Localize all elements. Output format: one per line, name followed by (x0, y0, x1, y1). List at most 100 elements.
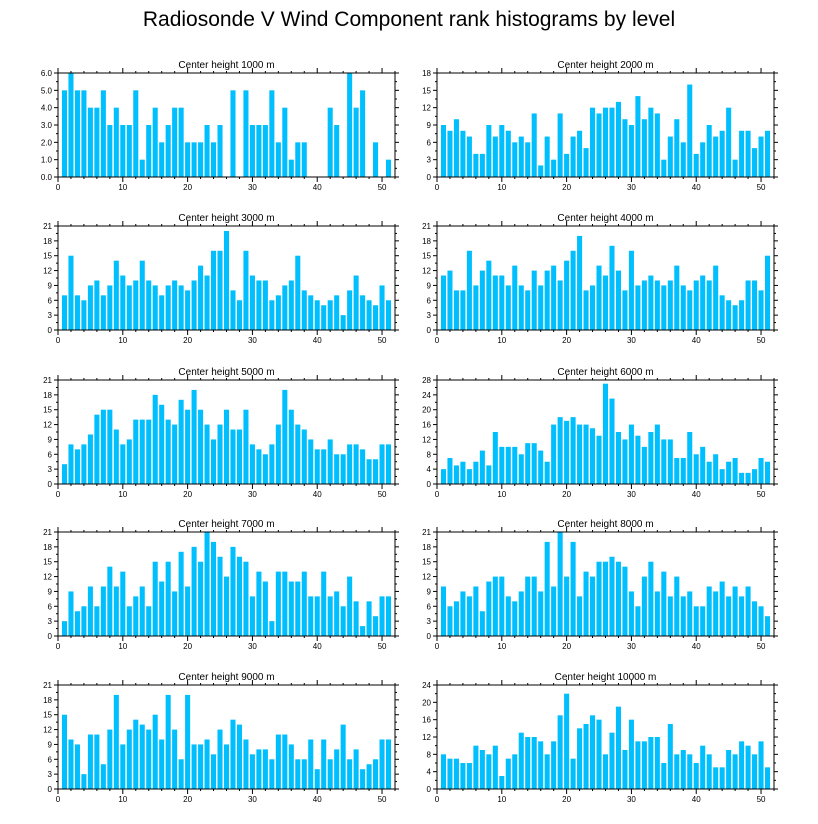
bar (512, 446, 518, 484)
bar (466, 763, 472, 789)
bar (269, 444, 275, 484)
x-tick-label: 10 (118, 183, 127, 192)
bar (726, 300, 732, 330)
bar (486, 125, 492, 177)
bar (81, 90, 87, 177)
bar (113, 429, 119, 484)
y-tick-label: 21 (43, 681, 52, 690)
bar (764, 130, 771, 177)
y-tick-label: 28 (422, 376, 431, 385)
bar (198, 561, 204, 636)
bar (609, 556, 615, 636)
bar (499, 275, 505, 330)
x-tick-label: 50 (378, 336, 387, 345)
y-tick-label: 20 (422, 406, 431, 415)
x-tick-label: 30 (627, 490, 636, 499)
bar (706, 280, 712, 330)
bar (249, 444, 255, 484)
bar (544, 754, 550, 789)
x-tick-label: 20 (183, 795, 192, 804)
bar (758, 136, 764, 177)
bar (152, 394, 158, 484)
bar (564, 420, 570, 484)
bar (745, 130, 751, 177)
bar (687, 591, 693, 636)
y-tick-label: 4.0 (41, 104, 53, 113)
bar (531, 443, 537, 484)
x-tick-label: 0 (56, 490, 61, 499)
x-tick-label: 10 (118, 642, 127, 651)
panel-7: Center height 7000 m 0 3 6 9 12 15 18 21 0 10 20 30 4… (43, 519, 399, 651)
panel-5: Center height 5000 m 0 3 6 9 12 15 18 21 0 10 20 30 4… (43, 367, 399, 499)
bar (680, 596, 686, 636)
bar (596, 561, 602, 636)
bar (635, 606, 641, 636)
bar (661, 159, 667, 177)
bar (262, 454, 268, 484)
x-tick-label: 40 (313, 642, 322, 651)
bar (256, 125, 262, 177)
y-tick-label: 16 (422, 421, 431, 430)
bar (288, 744, 294, 789)
bar (256, 449, 262, 484)
panel-title: Center height 7000 m (178, 519, 274, 530)
bar (745, 472, 751, 484)
bar (693, 153, 699, 177)
bar (525, 576, 531, 636)
bar (693, 763, 699, 789)
bar (615, 432, 621, 484)
bar (680, 285, 686, 330)
bar (126, 125, 132, 177)
bar (68, 739, 74, 789)
bar (453, 119, 459, 177)
bar (301, 759, 307, 789)
bar (680, 750, 686, 789)
bar (583, 424, 589, 484)
x-tick-label: 20 (183, 642, 192, 651)
bar (706, 586, 712, 636)
bar (661, 571, 667, 636)
bar (61, 464, 68, 484)
bar (288, 581, 294, 636)
bar (577, 596, 583, 636)
bar (191, 389, 197, 484)
bar (680, 142, 686, 177)
x-tick-label: 30 (248, 183, 257, 192)
bar (732, 458, 738, 484)
bar (360, 449, 366, 484)
bar (732, 586, 738, 636)
bar (347, 73, 353, 177)
x-tick-label: 10 (497, 336, 506, 345)
x-tick-label: 20 (183, 183, 192, 192)
bar (583, 290, 589, 330)
bar (139, 159, 145, 177)
bar (499, 125, 505, 177)
bar (590, 285, 596, 330)
bar (661, 763, 667, 789)
y-tick-label: 15 (43, 252, 52, 261)
x-tick-label: 20 (562, 490, 571, 499)
bar (764, 616, 771, 636)
x-tick-label: 30 (627, 642, 636, 651)
bar (512, 601, 518, 636)
bar (185, 142, 191, 177)
y-tick-label: 6 (48, 755, 53, 764)
y-tick-label: 0.0 (41, 173, 53, 182)
bar (165, 125, 171, 177)
bar (473, 745, 479, 789)
bar (165, 419, 171, 484)
bar (570, 758, 576, 789)
bar (752, 469, 758, 484)
bar (81, 444, 87, 484)
bar (334, 454, 340, 484)
bar (758, 606, 764, 636)
bar (353, 107, 359, 177)
bar (159, 142, 165, 177)
y-tick-label: 2.0 (41, 138, 53, 147)
panel-2: Center height 2000 m 0 3 6 9 12 15 18 0 10 20 30 40 5… (422, 60, 778, 192)
bar (596, 435, 602, 484)
bar (492, 576, 498, 636)
bar (713, 591, 719, 636)
bar (706, 461, 712, 484)
